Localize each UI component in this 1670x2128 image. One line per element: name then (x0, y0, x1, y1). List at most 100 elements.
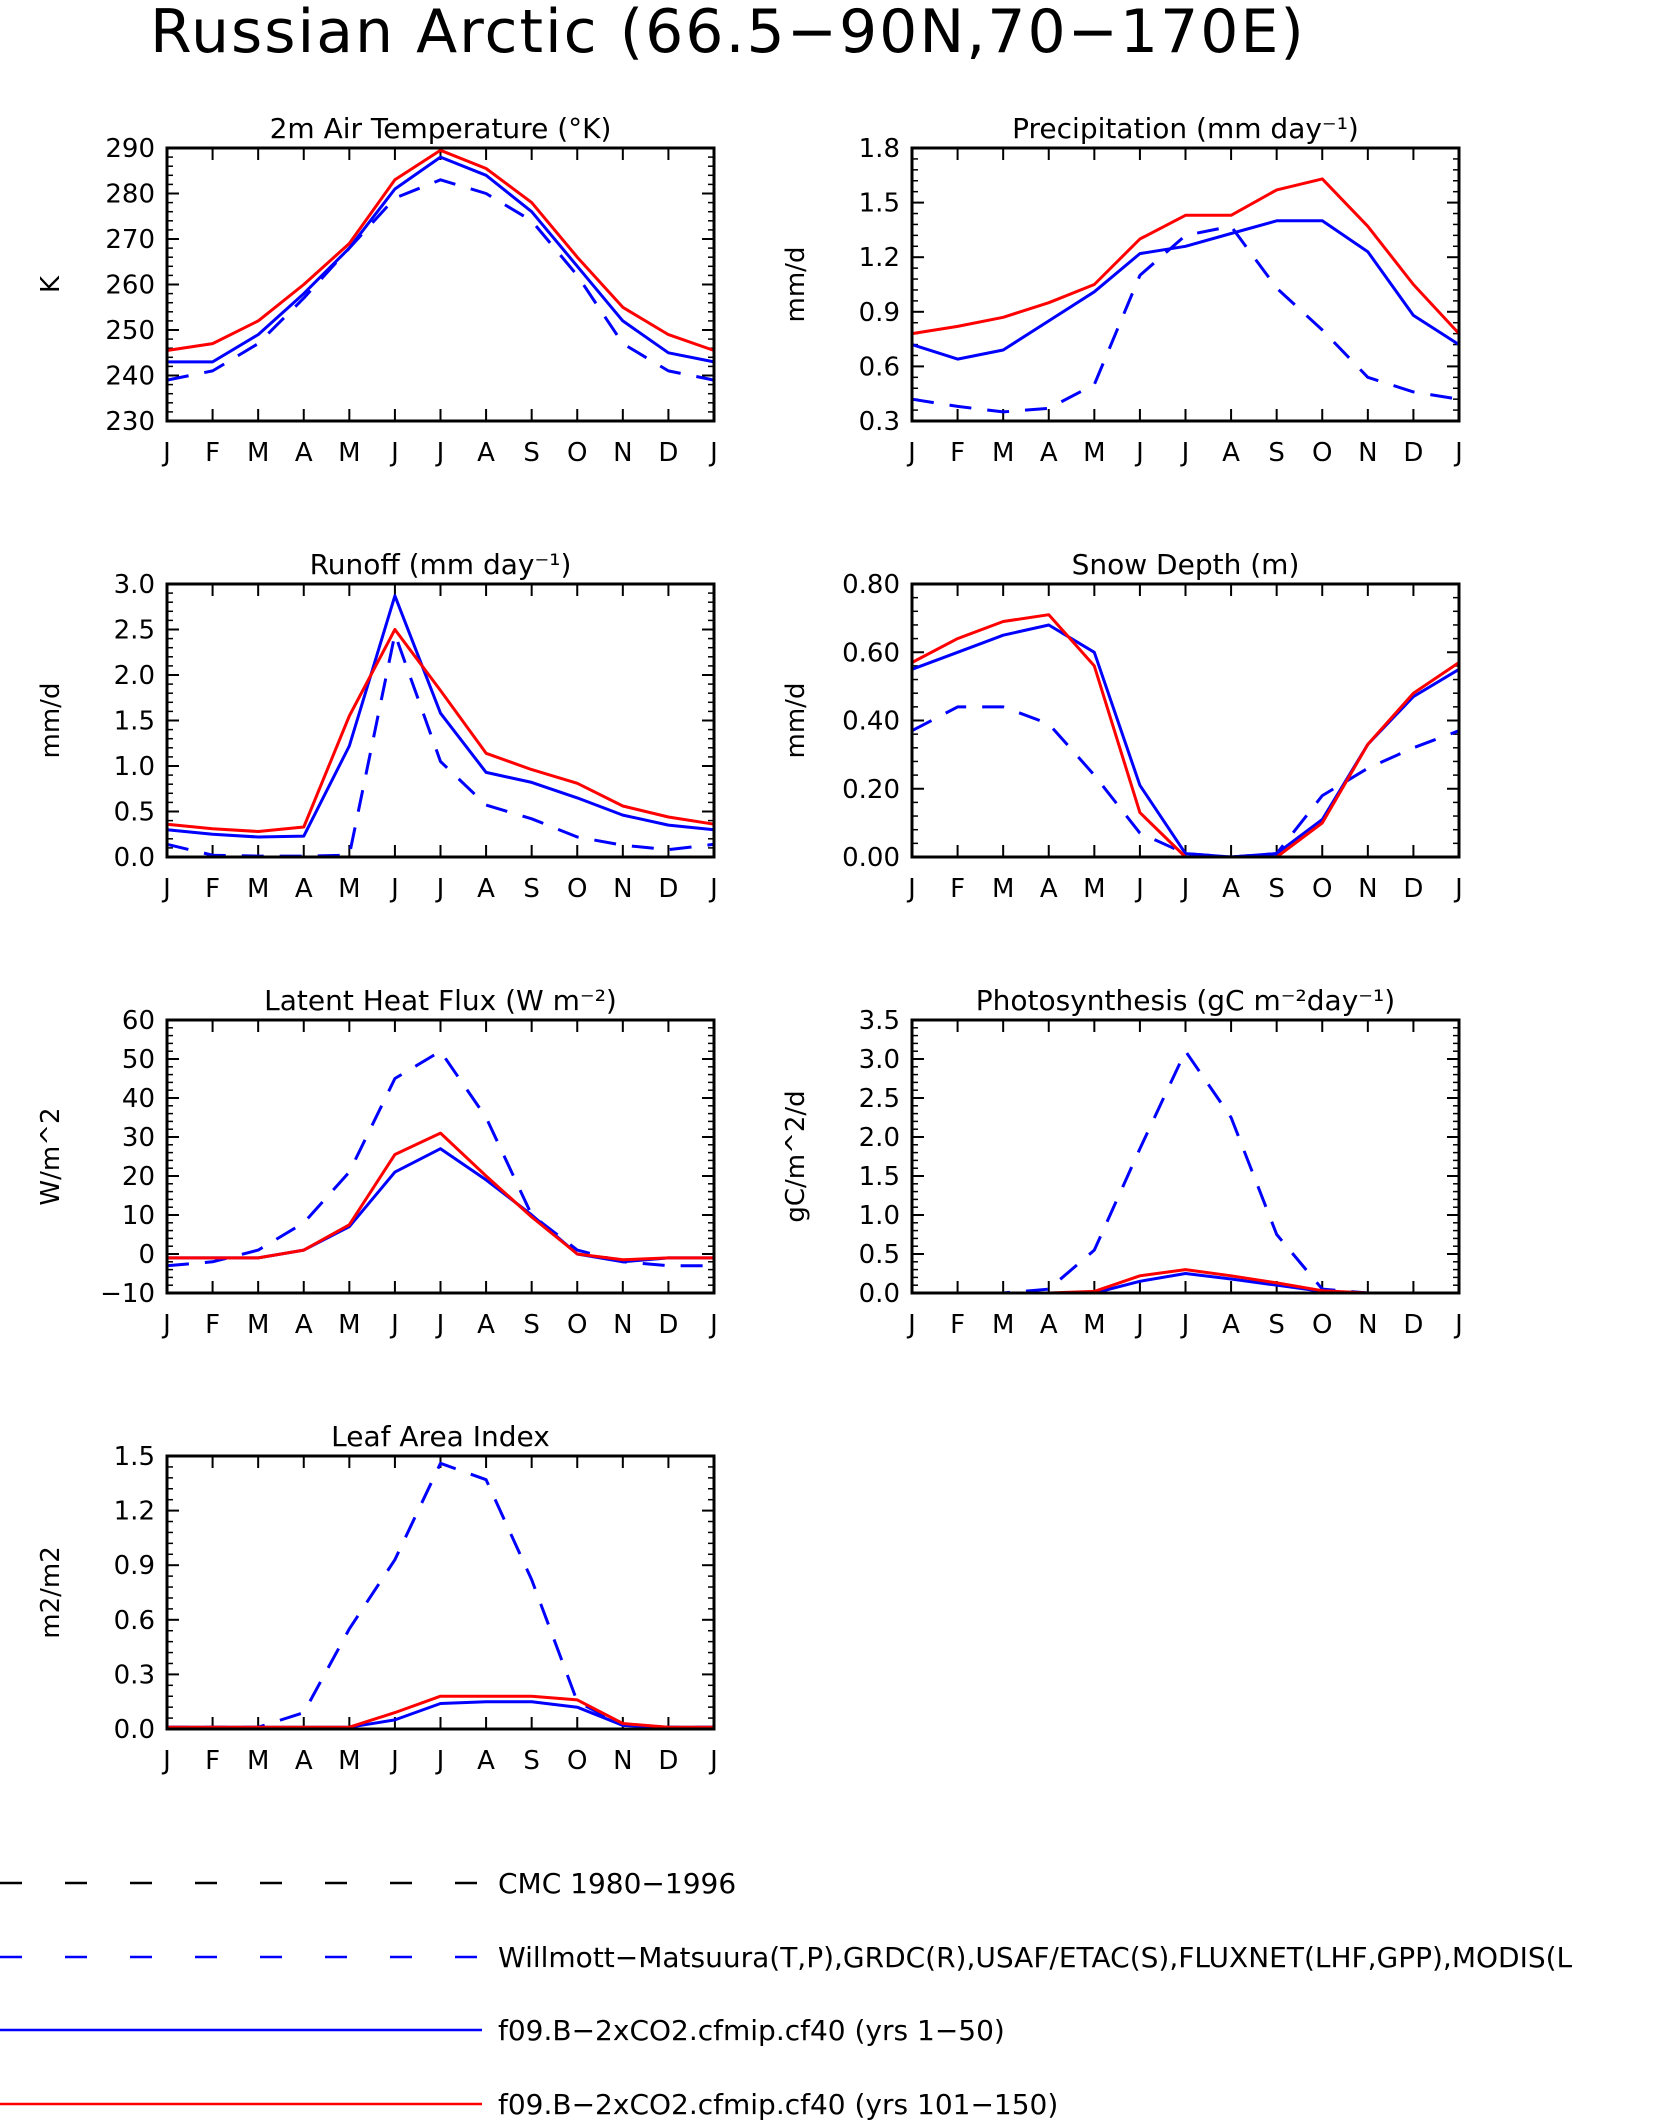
x-tick-label: J (1453, 874, 1463, 904)
series-line-model_a (166, 594, 715, 839)
legend-label: CMC 1980−1996 (498, 1867, 736, 1900)
y-tick-label: 1.0 (859, 1201, 900, 1231)
x-tick-label: J (389, 1310, 399, 1340)
x-tick-label: J (906, 874, 916, 904)
x-tick-label: J (161, 1746, 171, 1776)
panels: 2m Air Temperature (°K) K 230 240 250 260 270 2… (36, 112, 1463, 1776)
plot-frame (165, 1018, 716, 1295)
y-tick-label: 250 (105, 316, 155, 346)
y-tick-label: 0.6 (114, 1606, 155, 1636)
series-line-model_a (167, 155, 715, 364)
series-line-model_b (167, 1131, 714, 1262)
x-tick-label: S (1268, 438, 1285, 468)
x-tick-label: M (338, 1310, 360, 1340)
y-tick-label: 2.0 (114, 661, 155, 691)
x-tick-label: J (1134, 438, 1144, 468)
y-tick-label: 3.5 (859, 1006, 900, 1036)
y-tick-label: 280 (105, 180, 155, 210)
y-tick-label: 290 (105, 134, 155, 164)
series-line-obs (912, 1049, 1459, 1295)
x-tick-label: D (658, 874, 678, 904)
y-tick-label: 3.0 (114, 570, 155, 600)
series-line-obs (166, 632, 715, 858)
panel-title: Latent Heat Flux (W m⁻²) (264, 984, 617, 1017)
y-tick-label: 0.9 (114, 1551, 155, 1581)
series-line-model_a (911, 219, 1460, 361)
x-tick-label: J (708, 874, 718, 904)
series-line-model_b (166, 148, 715, 352)
y-tick-label: 2.5 (859, 1084, 900, 1114)
x-tick-label: F (950, 874, 965, 904)
y-tick-label: 1.5 (114, 707, 155, 737)
y-axis-label: K (36, 275, 66, 293)
y-axis-label: mm/d (781, 683, 811, 759)
x-tick-label: O (1312, 1310, 1332, 1340)
y-tick-label: 0.0 (859, 1279, 900, 1309)
y-tick-label: 240 (105, 362, 155, 392)
series-line-model_b (166, 628, 715, 833)
x-tick-label: F (205, 1310, 220, 1340)
y-tick-label: 0.3 (114, 1660, 155, 1690)
y-tick-label: 260 (105, 271, 155, 301)
x-tick-label: A (1222, 438, 1240, 468)
y-tick-label: 0.40 (842, 707, 900, 737)
y-axis-label: gC/m^2/d (781, 1090, 811, 1222)
x-tick-label: S (1268, 1310, 1285, 1340)
x-tick-label: J (1453, 438, 1463, 468)
panel-5: Latent Heat Flux (W m⁻²) W/m^2 −10 0 10 20 30 4… (36, 984, 718, 1340)
x-tick-label: S (523, 438, 540, 468)
y-tick-label: 1.8 (859, 134, 900, 164)
y-tick-label: 0.0 (114, 843, 155, 873)
y-tick-label: 60 (122, 1006, 155, 1036)
x-tick-label: S (523, 874, 540, 904)
panel-2: Precipitation (mm day⁻¹) mm/d 0.3 0.6 0.9 1.2… (781, 112, 1463, 468)
x-tick-label: O (567, 874, 587, 904)
series-line-model_a (167, 1147, 714, 1264)
x-tick-label: D (1403, 1310, 1423, 1340)
plot-frame (910, 146, 1461, 423)
x-tick-label: J (435, 438, 445, 468)
x-tick-label: S (523, 1310, 540, 1340)
x-tick-label: F (205, 438, 220, 468)
x-tick-label: J (708, 1310, 718, 1340)
x-tick-label: N (613, 874, 632, 904)
y-tick-label: 1.5 (114, 1442, 155, 1472)
x-tick-label: M (247, 438, 269, 468)
series-line-obs (166, 178, 715, 382)
x-tick-label: M (992, 874, 1014, 904)
panel-title: 2m Air Temperature (°K) (270, 112, 612, 145)
x-tick-label: D (1403, 438, 1423, 468)
y-tick-label: 1.5 (859, 1162, 900, 1192)
x-tick-label: F (950, 438, 965, 468)
x-tick-label: O (1312, 874, 1332, 904)
x-tick-label: J (1180, 874, 1190, 904)
x-tick-label: A (295, 1310, 313, 1340)
x-tick-label: J (435, 1746, 445, 1776)
x-tick-label: A (295, 1746, 313, 1776)
x-tick-label: N (613, 1310, 632, 1340)
x-tick-label: N (1358, 874, 1377, 904)
x-tick-label: J (708, 1746, 718, 1776)
legend: CMC 1980−1996 Willmott−Matsuura(T,P),GRDC… (0, 1867, 1573, 2121)
x-tick-label: N (1358, 1310, 1377, 1340)
legend-label: f09.B−2xCO2.cfmip.cf40 (yrs 1−50) (498, 2014, 1005, 2047)
x-tick-label: A (1040, 438, 1058, 468)
series-line-model_b (911, 177, 1461, 336)
y-tick-label: 0.9 (859, 298, 900, 328)
y-tick-label: 1.5 (859, 189, 900, 219)
x-tick-label: O (1312, 438, 1332, 468)
panel-title: Snow Depth (m) (1072, 548, 1300, 581)
x-tick-label: J (389, 438, 399, 468)
x-tick-label: F (950, 1310, 965, 1340)
x-tick-label: M (992, 438, 1014, 468)
panel-title: Leaf Area Index (331, 1420, 550, 1453)
x-tick-label: A (477, 1310, 495, 1340)
x-tick-label: A (1040, 874, 1058, 904)
x-tick-label: J (1180, 438, 1190, 468)
x-tick-label: J (1134, 874, 1144, 904)
x-tick-label: N (613, 438, 632, 468)
y-tick-label: 50 (122, 1045, 155, 1075)
y-tick-label: 20 (122, 1162, 155, 1192)
plot-frame (910, 1018, 1461, 1295)
